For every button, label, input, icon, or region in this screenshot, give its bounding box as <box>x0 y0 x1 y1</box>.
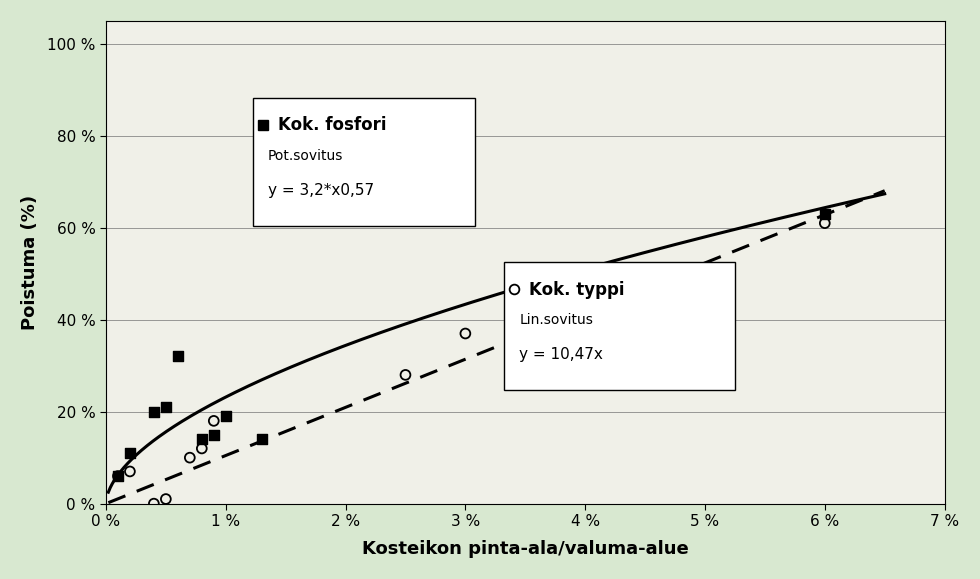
Text: Pot.sovitus: Pot.sovitus <box>268 149 343 163</box>
X-axis label: Kosteikon pinta-ala/valuma-alue: Kosteikon pinta-ala/valuma-alue <box>362 540 689 558</box>
Point <box>194 444 210 453</box>
Text: y = 3,2*x0,57: y = 3,2*x0,57 <box>268 182 374 197</box>
Point <box>206 430 221 439</box>
Point <box>122 467 138 476</box>
Point <box>146 407 162 416</box>
Point <box>110 471 125 481</box>
Y-axis label: Poistuma (%): Poistuma (%) <box>21 195 39 330</box>
Point <box>817 210 833 219</box>
Point <box>554 274 569 283</box>
Point <box>194 435 210 444</box>
Text: y = 10,47x: y = 10,47x <box>519 347 604 362</box>
Point <box>122 448 138 457</box>
Point <box>662 278 677 288</box>
Point <box>206 416 221 426</box>
Point <box>697 329 712 338</box>
Point <box>218 412 233 421</box>
Point <box>158 494 173 504</box>
Point <box>170 352 185 361</box>
FancyBboxPatch shape <box>253 98 475 226</box>
Point <box>577 269 593 278</box>
Point <box>254 435 270 444</box>
Point <box>146 499 162 508</box>
Point <box>158 402 173 412</box>
Point <box>710 292 725 301</box>
Text: Kok. fosfori: Kok. fosfori <box>278 116 386 134</box>
Point <box>554 278 569 288</box>
Point <box>398 370 414 379</box>
Text: Kok. typpi: Kok. typpi <box>529 281 625 299</box>
Text: Lin.sovitus: Lin.sovitus <box>519 313 593 327</box>
FancyBboxPatch shape <box>505 262 735 390</box>
Point <box>458 329 473 338</box>
Point <box>182 453 198 462</box>
Point <box>817 218 833 228</box>
Point <box>602 265 617 274</box>
Point <box>110 471 125 481</box>
